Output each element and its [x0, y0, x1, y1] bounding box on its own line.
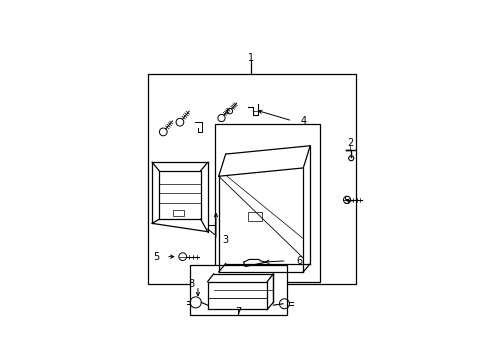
Text: 7: 7: [235, 307, 241, 317]
Text: 8: 8: [187, 279, 194, 289]
Text: 3: 3: [222, 235, 228, 245]
Bar: [214, 123, 319, 282]
Polygon shape: [218, 146, 309, 176]
Text: 4: 4: [300, 116, 305, 126]
Text: 6: 6: [295, 256, 302, 266]
Bar: [247, 212, 261, 221]
Bar: [148, 74, 355, 284]
Text: 5: 5: [153, 252, 159, 262]
Text: 2: 2: [346, 138, 353, 148]
Bar: [189, 265, 286, 315]
Text: 1: 1: [247, 53, 253, 63]
Bar: [173, 210, 183, 216]
Text: 5: 5: [343, 196, 348, 206]
